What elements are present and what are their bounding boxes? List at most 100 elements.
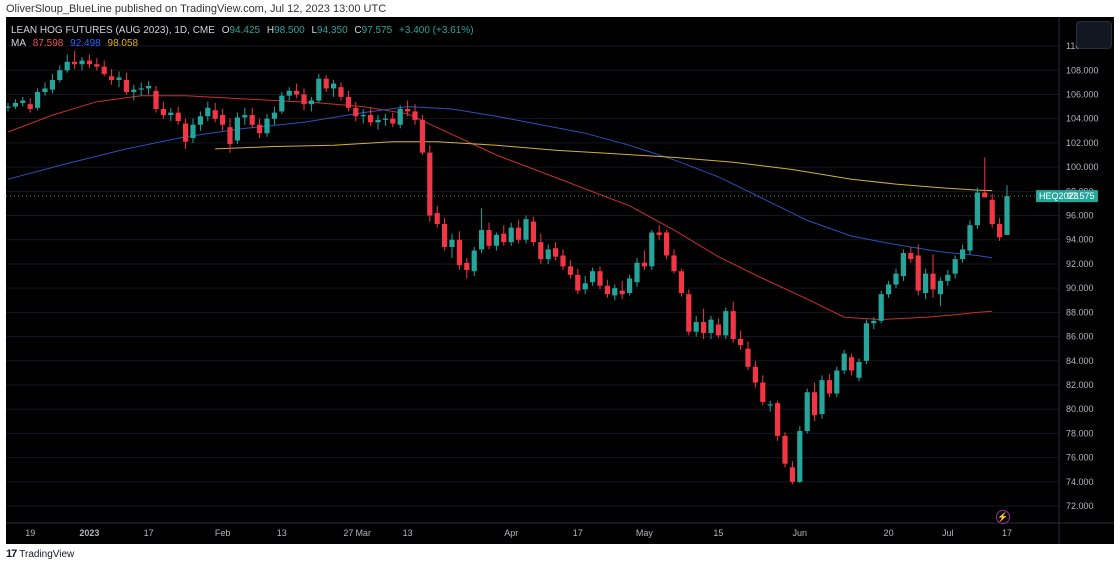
candle bbox=[752, 360, 758, 388]
candle-body bbox=[257, 124, 263, 134]
candle bbox=[264, 113, 270, 137]
candle bbox=[227, 118, 233, 153]
candle-body bbox=[701, 322, 707, 333]
x-tick-label: Feb bbox=[215, 528, 231, 538]
candle-body bbox=[782, 435, 788, 464]
x-tick-label: Jul bbox=[942, 528, 954, 538]
candle bbox=[982, 157, 988, 198]
candle bbox=[893, 268, 899, 289]
candle bbox=[434, 205, 440, 228]
legend-open-label: O bbox=[221, 25, 230, 36]
candle bbox=[775, 400, 781, 441]
candle-body bbox=[715, 324, 721, 336]
legend-ohlc-row: LEAN HOG FUTURES (AUG 2023), 1D, CME O94… bbox=[11, 24, 478, 37]
candle bbox=[767, 400, 773, 412]
candle-body bbox=[915, 255, 921, 291]
candle bbox=[412, 104, 418, 125]
candle bbox=[797, 426, 803, 484]
candle bbox=[20, 96, 26, 107]
candle-body bbox=[604, 285, 610, 295]
candle-body bbox=[553, 248, 559, 257]
candle-body bbox=[368, 115, 374, 123]
chart-settings-button[interactable] bbox=[1076, 21, 1112, 49]
candle-body bbox=[575, 274, 581, 291]
candle-body bbox=[612, 288, 618, 296]
candle bbox=[12, 99, 18, 109]
candle bbox=[501, 225, 507, 246]
candle bbox=[960, 244, 966, 263]
candle-body bbox=[331, 83, 337, 89]
candle bbox=[419, 115, 425, 155]
candle bbox=[146, 81, 152, 95]
candle-body bbox=[279, 95, 285, 112]
candle bbox=[553, 242, 559, 261]
candle bbox=[205, 101, 211, 122]
candle-body bbox=[804, 392, 810, 431]
x-tick-label: 20 bbox=[884, 528, 894, 538]
candle-body bbox=[271, 112, 277, 119]
x-tick-label: 2023 bbox=[79, 528, 99, 538]
candle-body bbox=[886, 284, 892, 295]
candle bbox=[390, 112, 396, 128]
candle-body bbox=[878, 294, 884, 321]
candle bbox=[826, 374, 832, 398]
y-tick-label: 80.000 bbox=[1066, 404, 1094, 414]
candle bbox=[730, 301, 736, 343]
moving-averages bbox=[7, 95, 993, 321]
candle bbox=[308, 96, 314, 112]
candle-body bbox=[360, 115, 366, 117]
ma-line-2 bbox=[7, 106, 993, 259]
candle bbox=[560, 249, 566, 270]
y-tick-label: 88.000 bbox=[1066, 307, 1094, 317]
candle-body bbox=[35, 92, 41, 108]
candle-body bbox=[826, 380, 832, 394]
candle-body bbox=[797, 431, 803, 482]
candle-body bbox=[834, 370, 840, 394]
candle bbox=[375, 115, 381, 130]
candle bbox=[86, 54, 92, 68]
candle-body bbox=[205, 107, 211, 117]
candle bbox=[945, 270, 951, 286]
lightning-icon[interactable]: ⚡ bbox=[996, 510, 1010, 524]
footer-brand: TradingView bbox=[19, 548, 75, 560]
candle-body bbox=[930, 273, 936, 290]
candle-body bbox=[390, 118, 396, 124]
candle bbox=[427, 145, 433, 222]
candle-body bbox=[812, 392, 818, 416]
candle-body bbox=[974, 192, 980, 226]
candle-body bbox=[94, 64, 100, 67]
y-tick-label: 74.000 bbox=[1066, 477, 1094, 487]
x-tick-label: 13 bbox=[403, 528, 413, 538]
candle bbox=[64, 54, 70, 73]
candle bbox=[79, 56, 85, 71]
legend-open-value: 94.425 bbox=[229, 25, 261, 36]
candle bbox=[900, 249, 906, 281]
candle-body bbox=[427, 152, 433, 216]
candle-body bbox=[493, 234, 499, 246]
candle bbox=[967, 220, 973, 255]
candlestick-chart[interactable]: 72.000 74.000 76.000 78.000 80.000 82.000 84.0… bbox=[6, 17, 1114, 544]
candle bbox=[575, 268, 581, 295]
candle bbox=[190, 118, 196, 143]
candle bbox=[686, 289, 692, 336]
candle bbox=[782, 432, 788, 468]
y-tick-label: 82.000 bbox=[1066, 380, 1094, 390]
candle bbox=[538, 233, 544, 264]
candle bbox=[175, 106, 181, 125]
candle-body bbox=[57, 70, 63, 80]
candle-body bbox=[72, 61, 78, 65]
candle bbox=[738, 330, 744, 350]
candle-body bbox=[27, 104, 33, 109]
candle bbox=[656, 225, 662, 240]
candle-body bbox=[634, 262, 640, 283]
candle-body bbox=[738, 339, 744, 346]
candle bbox=[360, 109, 366, 124]
candle-body bbox=[442, 224, 448, 247]
candle bbox=[923, 268, 929, 300]
candle-body bbox=[146, 86, 152, 89]
legend-ma3-value: 98.058 bbox=[107, 38, 139, 49]
candle bbox=[331, 79, 337, 97]
candle bbox=[27, 98, 33, 113]
candle-body bbox=[456, 239, 462, 266]
y-tick-label: 94.000 bbox=[1066, 235, 1094, 245]
